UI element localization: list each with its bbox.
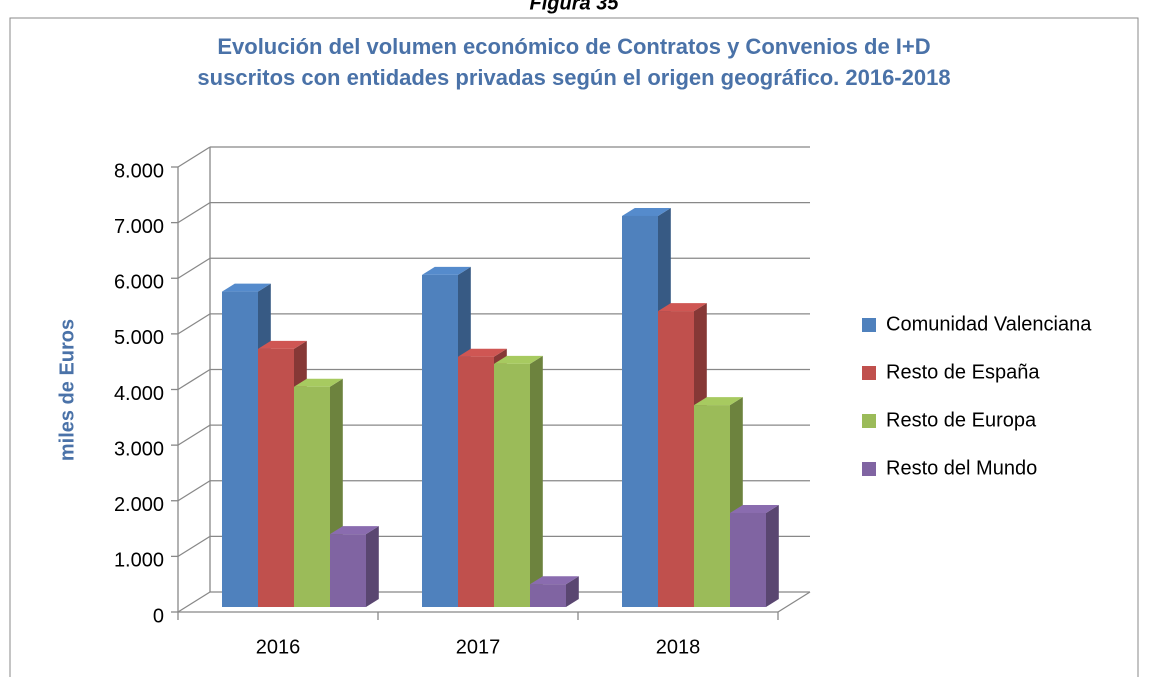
chart-title: suscritos con entidades privadas según e… [197, 65, 950, 90]
legend-label: Resto de Europa [886, 409, 1037, 431]
grid-line [177, 535, 211, 557]
legend-label: Resto del Mundo [886, 457, 1037, 479]
bar [730, 504, 779, 607]
bar [494, 355, 543, 607]
bar-front [494, 363, 530, 607]
grid-line [177, 146, 211, 168]
x-tick-label: 2018 [656, 636, 701, 658]
grid-line [177, 480, 211, 502]
bar-top [294, 378, 343, 387]
bar-front [622, 215, 658, 608]
bar-top [330, 526, 379, 535]
legend-swatch [862, 462, 876, 476]
bar-front [730, 512, 766, 607]
bar-front [422, 274, 458, 607]
bar [694, 397, 743, 607]
bar-side [766, 504, 779, 607]
bar-top [658, 303, 707, 312]
bar-front [694, 405, 730, 607]
bar-top [222, 283, 271, 292]
legend-label: Resto de España [886, 361, 1040, 383]
y-tick-label: 2.000 [114, 494, 164, 516]
bar-top [730, 504, 779, 513]
grid-line [177, 424, 211, 446]
bar-front [222, 291, 258, 607]
bar-top [494, 355, 543, 364]
legend-swatch [862, 318, 876, 332]
grid-line [177, 257, 211, 279]
chart-title: Evolución del volumen económico de Contr… [217, 34, 930, 59]
grid-line [177, 591, 211, 613]
bar-top [530, 576, 579, 585]
bar-top [694, 397, 743, 406]
chart-border [9, 17, 1139, 677]
bar-top [622, 207, 671, 216]
bar-front [294, 386, 330, 607]
legend-swatch [862, 366, 876, 380]
bar [530, 576, 579, 607]
axis-line [777, 591, 811, 613]
legend-label: Comunidad Valenciana [886, 313, 1092, 335]
y-tick-label: 1.000 [114, 550, 164, 572]
y-tick-label: 0 [153, 605, 164, 627]
bar-top [458, 348, 507, 357]
y-tick-label: 7.000 [114, 216, 164, 238]
bar-front [530, 584, 566, 607]
bar [294, 378, 343, 607]
caption: Figura 35 [530, 0, 620, 14]
x-tick-label: 2017 [456, 636, 501, 658]
legend-swatch [862, 414, 876, 428]
x-tick-label: 2016 [256, 636, 301, 658]
bar-front [258, 348, 294, 607]
bar [330, 526, 379, 607]
y-tick-label: 4.000 [114, 383, 164, 405]
y-tick-label: 3.000 [114, 438, 164, 460]
y-tick-label: 6.000 [114, 272, 164, 294]
bar-top [422, 266, 471, 275]
grid-line [177, 313, 211, 335]
grid-line [177, 202, 211, 224]
y-axis-label: miles de Euros [56, 319, 78, 461]
grid-line [177, 368, 211, 391]
y-tick-label: 5.000 [114, 327, 164, 349]
bar-side [530, 355, 543, 607]
y-tick-label: 8.000 [114, 160, 164, 182]
bar-front [330, 534, 366, 607]
bar-side [366, 526, 379, 607]
bar-top [258, 340, 307, 349]
bar-front [658, 311, 694, 607]
bar-front [458, 356, 494, 607]
bar-side [566, 576, 579, 607]
